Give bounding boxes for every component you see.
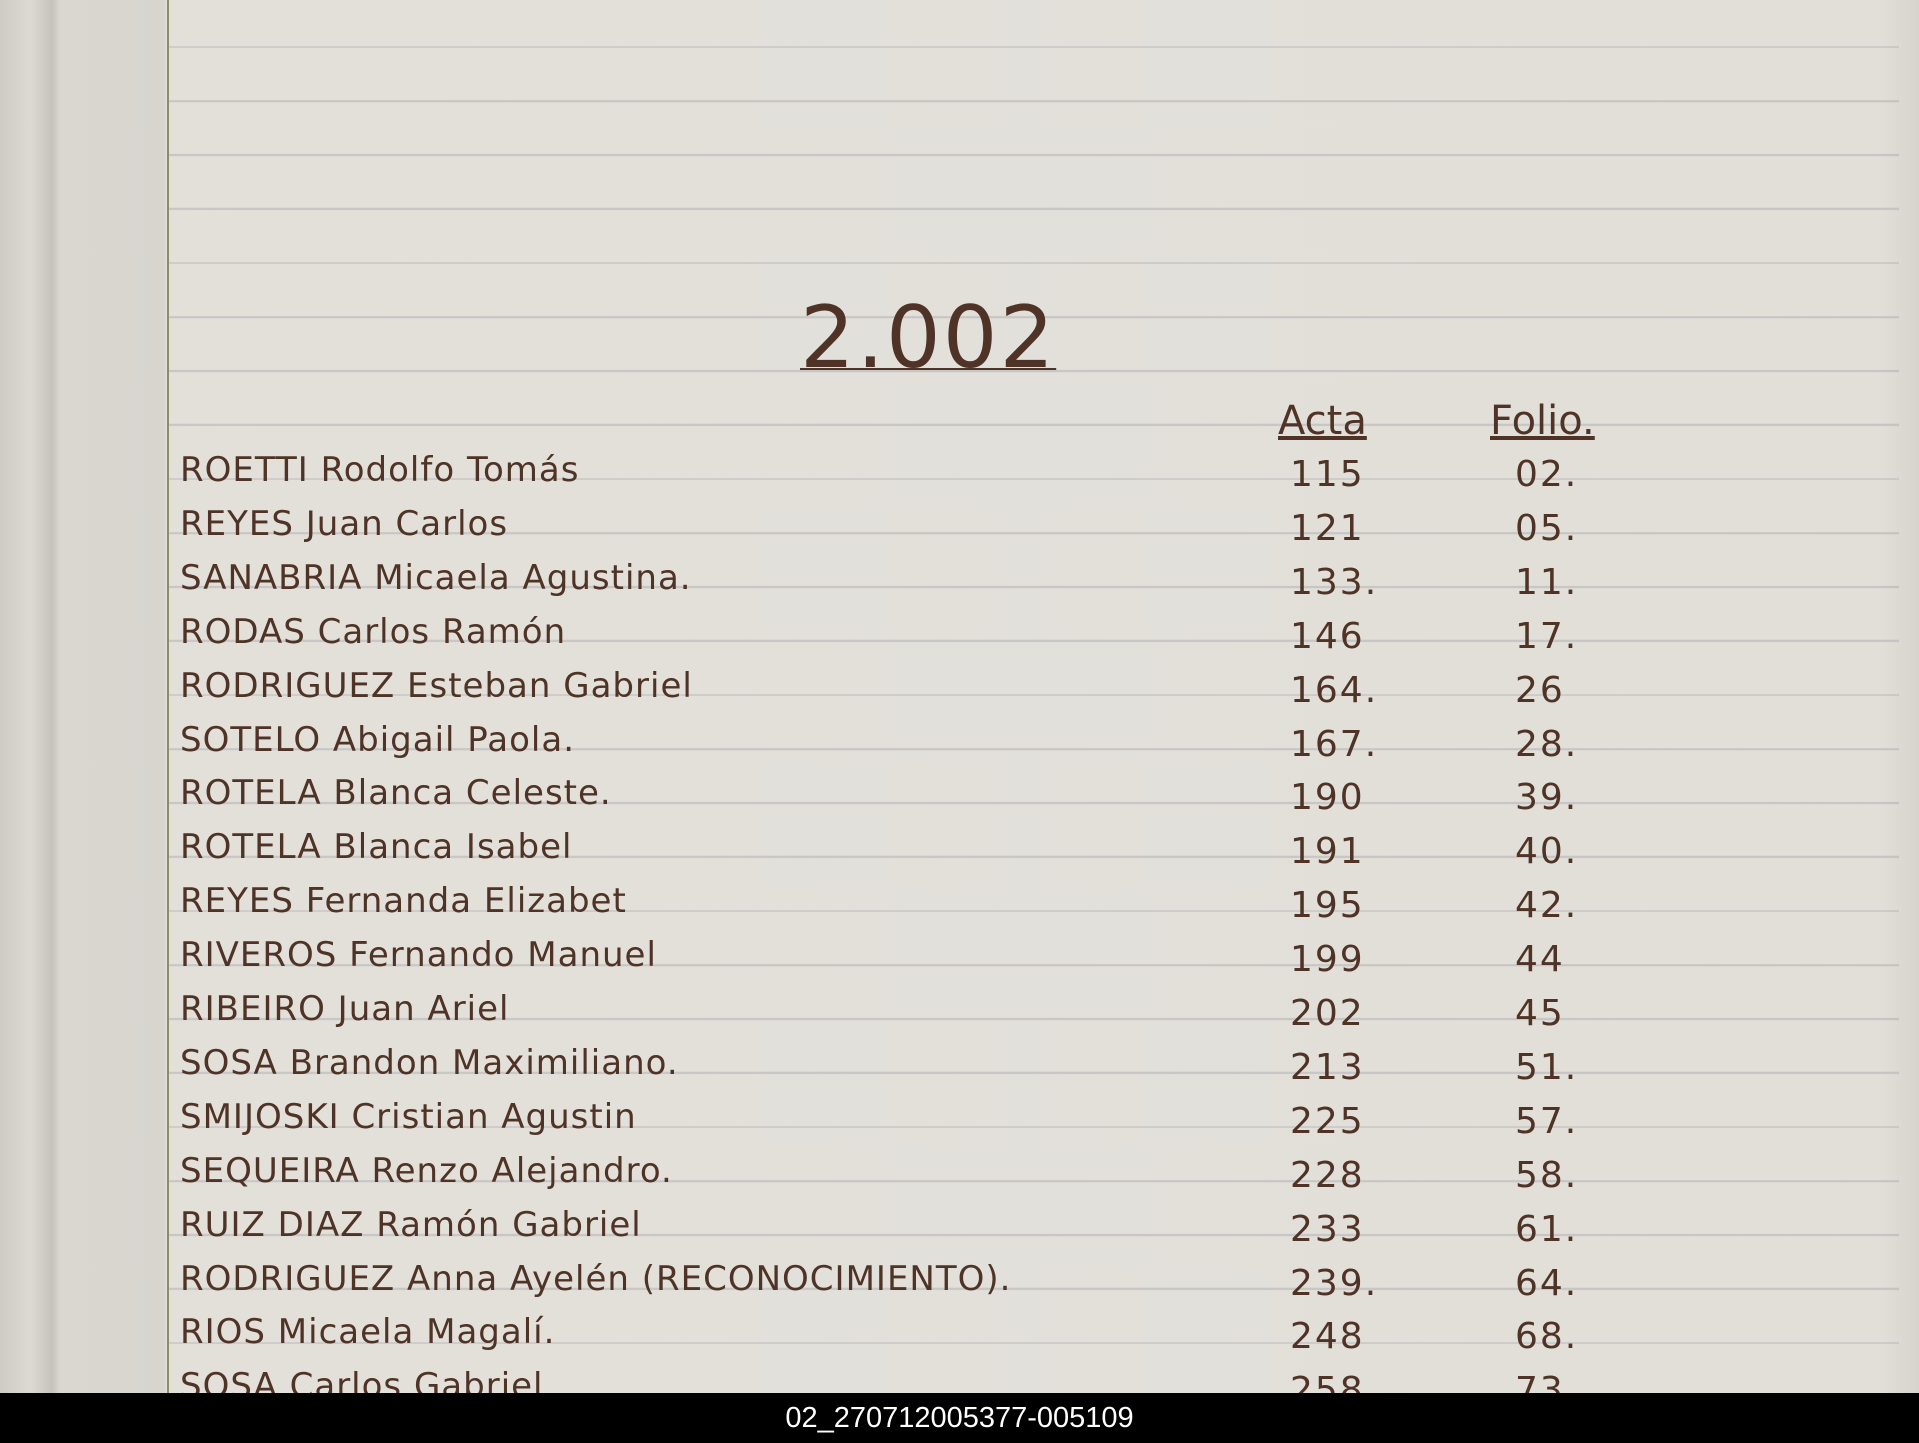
entry-acta: 202 bbox=[1290, 993, 1365, 1034]
entry-acta: 190 bbox=[1290, 777, 1365, 819]
ruled-sheet bbox=[167, 0, 1899, 1393]
entry-name: SOTELO Abigail Paola. bbox=[180, 719, 575, 760]
entry-folio: 05. bbox=[1515, 507, 1579, 549]
entry-acta: 228 bbox=[1290, 1154, 1365, 1196]
entry-name: RIBEIRO Juan Ariel bbox=[180, 989, 510, 1029]
entry-folio: 17. bbox=[1515, 615, 1579, 657]
entry-acta: 191 bbox=[1290, 831, 1365, 873]
entry-folio: 40. bbox=[1515, 831, 1579, 873]
entry-folio: 64. bbox=[1515, 1262, 1579, 1304]
entry-name: RIOS Micaela Magalí. bbox=[180, 1312, 556, 1353]
entry-folio: 39. bbox=[1515, 777, 1579, 819]
entry-name: RODRIGUEZ Anna Ayelén (RECONOCIMIENTO). bbox=[180, 1258, 1012, 1299]
entry-folio: 02. bbox=[1515, 454, 1579, 495]
entry-acta: 233 bbox=[1290, 1208, 1365, 1250]
column-header: Folio. bbox=[1490, 398, 1595, 444]
entry-folio: 45 bbox=[1515, 993, 1565, 1034]
entry-folio: 28. bbox=[1515, 723, 1579, 765]
entry-folio: 42. bbox=[1515, 885, 1579, 927]
entry-name: SOSA Brandon Maximiliano. bbox=[180, 1042, 679, 1083]
file-caption: 02_270712005377-005109 bbox=[0, 1393, 1919, 1443]
entry-name: RIVEROS Fernando Manuel bbox=[180, 935, 657, 976]
entry-folio: 68. bbox=[1515, 1316, 1579, 1358]
entry-acta: 146 bbox=[1290, 615, 1365, 657]
entry-acta: 133. bbox=[1290, 561, 1379, 603]
entry-folio: 61. bbox=[1515, 1208, 1579, 1250]
entry-folio: 11. bbox=[1515, 561, 1579, 603]
entry-folio: 58. bbox=[1515, 1154, 1579, 1196]
entry-name: SMIJOSKI Cristian Agustin bbox=[180, 1096, 637, 1137]
entry-folio: 51. bbox=[1515, 1046, 1579, 1088]
entry-name: RODAS Carlos Ramón bbox=[180, 611, 567, 652]
entry-folio: 73. bbox=[1515, 1370, 1579, 1393]
year-title: 2.002 bbox=[800, 288, 1057, 388]
entry-acta: 248 bbox=[1290, 1316, 1365, 1358]
entry-acta: 164. bbox=[1290, 669, 1379, 711]
entry-name: RUIZ DIAZ Ramón Gabriel bbox=[180, 1204, 642, 1245]
page: 2.002 Acta Folio. ROETTI Rodolfo Tomás 11… bbox=[0, 0, 1919, 1393]
entry-acta: 167. bbox=[1290, 723, 1379, 765]
entry-name: ROTELA Blanca Celeste. bbox=[180, 773, 612, 814]
entry-folio: 26 bbox=[1515, 669, 1565, 711]
entry-name: ROTELA Blanca Isabel bbox=[180, 827, 573, 868]
column-header: Acta bbox=[1278, 398, 1367, 444]
entry-acta: 199 bbox=[1290, 939, 1365, 981]
entry-acta: 239. bbox=[1290, 1262, 1379, 1304]
entry-name: RODRIGUEZ Esteban Gabriel bbox=[180, 665, 693, 706]
entry-name: SEQUEIRA Renzo Alejandro. bbox=[180, 1150, 673, 1191]
entry-acta: 121 bbox=[1290, 507, 1365, 549]
entry-acta: 258 bbox=[1290, 1370, 1365, 1393]
entry-name: SANABRIA Micaela Agustina. bbox=[180, 557, 692, 598]
entry-acta: 225 bbox=[1290, 1100, 1365, 1142]
entry-name: REYES Juan Carlos bbox=[180, 503, 509, 544]
entry-acta: 195 bbox=[1290, 885, 1365, 927]
entry-acta: 213 bbox=[1290, 1046, 1365, 1088]
entry-folio: 57. bbox=[1515, 1100, 1579, 1142]
entry-folio: 44 bbox=[1515, 939, 1565, 981]
entry-name: ROETTI Rodolfo Tomás bbox=[180, 450, 580, 490]
entry-name: REYES Fernanda Elizabet bbox=[180, 881, 627, 922]
entry-acta: 115 bbox=[1290, 454, 1365, 495]
entry-name: SOSA Carlos Gabriel bbox=[180, 1366, 544, 1393]
